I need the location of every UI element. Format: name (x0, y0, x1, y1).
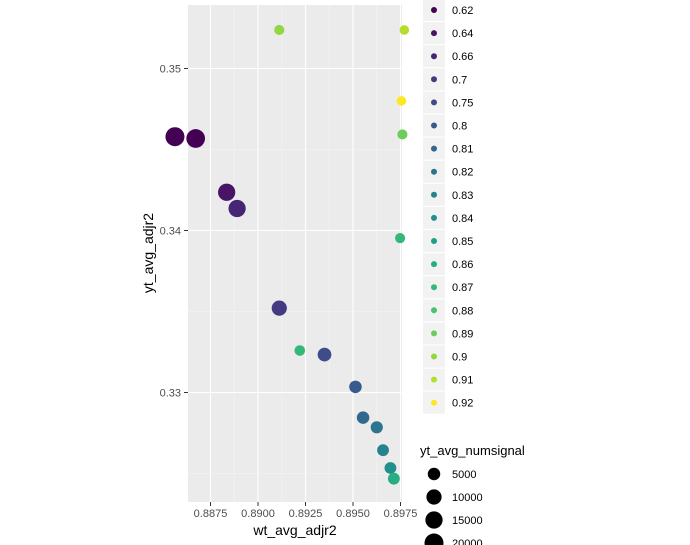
x-axis-title: wt_avg_adjr2 (252, 522, 336, 538)
data-point (387, 472, 400, 485)
size-legend-label: 20000 (452, 538, 483, 545)
color-legend-label: 0.9 (452, 352, 467, 364)
color-legend-label: 0.66 (452, 51, 473, 63)
data-point (271, 300, 287, 316)
color-legend-dot (431, 214, 437, 221)
data-point (356, 411, 370, 424)
color-legend-dot (431, 168, 437, 175)
color-legend-dot (431, 122, 437, 129)
data-point (395, 233, 406, 244)
y-axis-title: yt_avg_adjr2 (140, 213, 156, 293)
size-legend-dot (427, 467, 441, 481)
data-point (218, 183, 236, 201)
color-legend-dot (431, 399, 437, 406)
color-legend: 0.62 0.64 0.66 0.7 0.75 0.8 0.81 0.82 0.83 0.84 0.… (423, 0, 473, 414)
color-legend-label: 0.87 (452, 282, 473, 294)
data-point (294, 345, 306, 356)
data-point (274, 24, 285, 36)
x-tick-label: 0.8900 (241, 508, 275, 520)
color-legend-dot (431, 238, 437, 244)
y-tick-label: 0.35 (160, 64, 181, 76)
size-legend-dot (425, 511, 443, 529)
x-tick-label: 0.8975 (384, 508, 418, 520)
size-legend-dot (426, 489, 442, 505)
data-points (165, 24, 410, 485)
size-legend: 5000 10000 15000 20000 (424, 467, 483, 545)
size-legend-label: 5000 (452, 469, 476, 481)
axes: 0.8875 0.8900 0.8925 0.8950 0.8975 0.33 0.34 0.… (160, 64, 418, 521)
color-legend-label: 0.64 (452, 28, 473, 40)
data-point (396, 96, 407, 106)
color-legend-dot (431, 7, 437, 13)
color-legend-label: 0.88 (452, 305, 473, 317)
color-legend-label: 0.92 (452, 398, 473, 410)
y-tick-label: 0.33 (160, 388, 181, 400)
color-legend-label: 0.91 (452, 375, 473, 387)
color-legend-label: 0.82 (452, 167, 473, 179)
color-legend-label: 0.84 (452, 213, 473, 225)
data-point (165, 127, 185, 147)
y-tick-label: 0.34 (160, 226, 181, 238)
color-legend-label: 0.62 (452, 5, 473, 17)
data-point (349, 380, 362, 394)
data-point (397, 129, 408, 140)
color-legend-dot (431, 261, 437, 268)
color-legend-label: 0.86 (452, 259, 473, 271)
color-legend-dot (431, 145, 437, 152)
color-legend-dot (431, 76, 437, 83)
data-point (399, 25, 410, 35)
color-legend-dot (431, 53, 437, 60)
x-tick-label: 0.8950 (336, 508, 370, 520)
data-point (228, 199, 246, 218)
color-legend-label: 0.83 (452, 190, 473, 202)
x-tick-label: 0.8875 (194, 508, 228, 520)
color-legend-dot (431, 99, 437, 106)
data-point (384, 462, 397, 474)
grid (188, 5, 402, 502)
data-point (186, 129, 206, 148)
color-legend-label: 0.89 (452, 328, 473, 340)
color-legend-dot (431, 307, 437, 314)
color-legend-dot (431, 284, 437, 291)
data-point (317, 347, 332, 362)
size-legend-dot (424, 533, 444, 545)
data-point (370, 421, 383, 434)
color-legend-dot (431, 376, 437, 383)
color-legend-label: 0.7 (452, 74, 467, 86)
panel-background (188, 5, 402, 502)
size-legend-title: yt_avg_numsignal (420, 443, 525, 458)
size-legend-label: 15000 (452, 515, 483, 527)
color-legend-dot (431, 330, 437, 337)
x-tick-label: 0.8925 (289, 508, 323, 520)
color-legend-dot (431, 30, 437, 37)
data-point (377, 444, 389, 457)
color-legend-label: 0.81 (452, 144, 473, 156)
color-legend-label: 0.8 (452, 121, 467, 133)
color-legend-label: 0.75 (452, 97, 473, 109)
size-legend-label: 10000 (452, 492, 483, 504)
color-legend-label: 0.85 (452, 236, 473, 248)
color-legend-dot (431, 191, 437, 198)
color-legend-dot (431, 353, 437, 360)
